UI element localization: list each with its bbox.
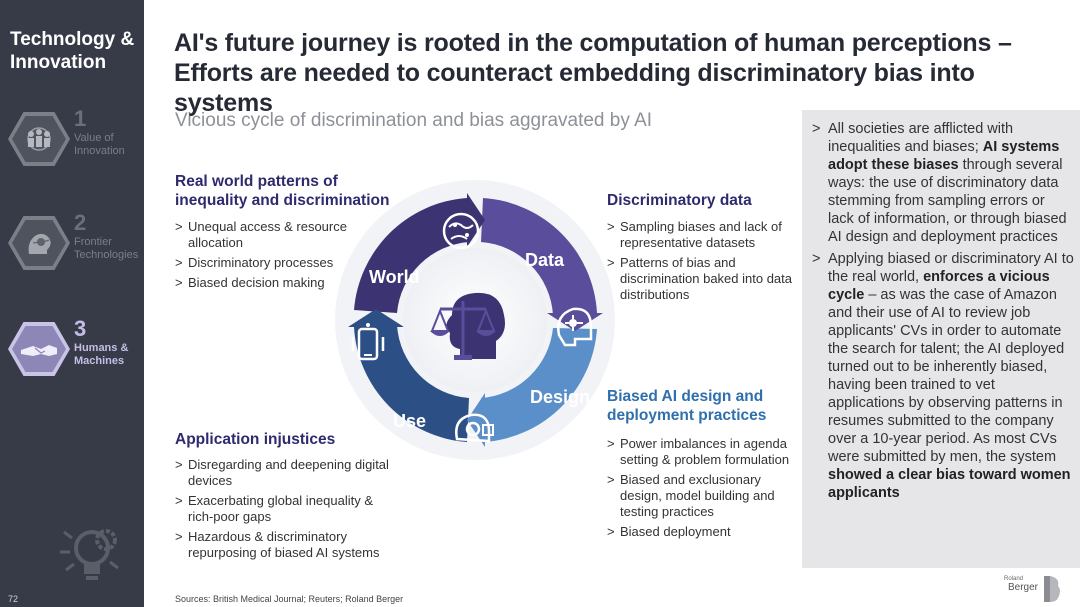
page-number: 72: [8, 594, 19, 604]
data-bullet-list: Sampling biases and lack of representati…: [607, 219, 792, 307]
logo-text: Berger: [1008, 582, 1039, 593]
world-bullet-list: Unequal access & resource allocation Dis…: [175, 219, 350, 295]
summary-panel: All societies are afflicted with inequal…: [802, 110, 1080, 568]
design-bullet-list: Power imbalances in agenda setting & pro…: [607, 436, 797, 544]
summary-emphasis: showed a clear bias toward women applica…: [828, 467, 1071, 501]
list-item: Sampling biases and lack of representati…: [607, 219, 792, 251]
list-item: Disregarding and deepening digital devic…: [175, 457, 395, 489]
summary-emphasis: enforces a vicious cycle: [828, 269, 1050, 303]
summary-item: All societies are afflicted with inequal…: [812, 120, 1074, 246]
sidebar-item-label: Value of Innovation: [74, 132, 125, 157]
list-item: Patterns of bias and discrimination bake…: [607, 255, 792, 303]
cycle-segment-use: [354, 325, 469, 442]
sidebar-item-value-of-innovation[interactable]: 1 Value of Innovation: [0, 106, 144, 178]
mobile-device-icon: [351, 323, 385, 361]
summary-list: All societies are afflicted with inequal…: [812, 120, 1074, 506]
sources-note: Sources: British Medical Journal; Reuter…: [175, 594, 404, 604]
list-item: Hazardous & discriminatory repurposing o…: [175, 529, 395, 561]
scales-of-justice-icon: [430, 292, 505, 360]
sidebar-item-number: 1: [74, 106, 87, 131]
sidebar-item-humans-machines[interactable]: 3 Humans & Machines: [0, 316, 144, 388]
use-bullet-list: Disregarding and deepening digital devic…: [175, 457, 395, 565]
sidebar-item-label: Humans & Machines: [74, 342, 129, 367]
chip-head-gear-icon: [455, 413, 494, 443]
ai-brain-icon: [8, 216, 70, 270]
roland-berger-logo: Roland Berger: [1004, 576, 1064, 602]
sidebar-item-frontier-technologies[interactable]: 2 Frontier Technologies: [0, 210, 144, 282]
list-item: Exacerbating global inequality & rich-po…: [175, 493, 395, 525]
people-world-icon: [8, 112, 70, 166]
list-item: Power imbalances in agenda setting & pro…: [607, 436, 797, 468]
data-section-title: Discriminatory data: [607, 192, 752, 209]
cycle-label-design: Design: [530, 387, 590, 407]
use-section-title: Application injustices: [175, 431, 336, 448]
list-item: Discriminatory processes: [175, 255, 350, 271]
list-item: Biased and exclusionary design, model bu…: [607, 472, 797, 520]
design-section-title: Biased AI design and deployment practice…: [607, 388, 767, 424]
world-network-icon: [442, 212, 480, 250]
handshake-icon: [8, 322, 70, 376]
sidebar-item-label: Frontier Technologies: [74, 236, 139, 261]
list-item: Unequal access & resource allocation: [175, 219, 350, 251]
cycle-label-use: Use: [393, 411, 426, 431]
summary-item: Applying biased or discriminatory AI to …: [812, 250, 1074, 502]
cycle-segment-data: [481, 198, 597, 315]
summary-text: All societies are afflicted with inequal…: [828, 121, 1014, 155]
logo-small-text: Roland: [1004, 576, 1024, 582]
page-title: AI's future journey is rooted in the com…: [174, 29, 1012, 117]
summary-text: – as was the case of Amazon and their us…: [828, 287, 1065, 465]
cycle-label-world: World: [369, 267, 420, 287]
cycle-segment-world: [354, 198, 469, 313]
list-item: Biased decision making: [175, 275, 350, 291]
cycle-label-data: Data: [525, 250, 565, 270]
sidebar-item-number: 2: [74, 210, 87, 235]
ai-head-circuit-icon: [557, 307, 593, 347]
sidebar-item-number: 3: [74, 316, 87, 341]
lightbulb-gear-icon: [60, 529, 119, 580]
summary-text: through several ways: the use of discrim…: [828, 157, 1067, 245]
summary-text: Applying biased or discriminatory AI to …: [828, 251, 1074, 285]
sidebar-title: Technology & Innovation: [10, 29, 135, 73]
sidebar: Technology & Innovation 1 Value of Innov…: [0, 0, 144, 607]
logo-mark-icon: [1044, 576, 1060, 602]
vicious-cycle-diagram: World Data Design Use: [335, 180, 615, 460]
cycle-segment-design: [481, 328, 597, 442]
list-item: Biased deployment: [607, 524, 797, 540]
summary-emphasis: AI systems adopt these biases: [828, 139, 1060, 173]
page-subtitle: Vicious cycle of discrimination and bias…: [175, 110, 653, 131]
world-section-title: Real world patterns of inequality and di…: [175, 173, 390, 209]
